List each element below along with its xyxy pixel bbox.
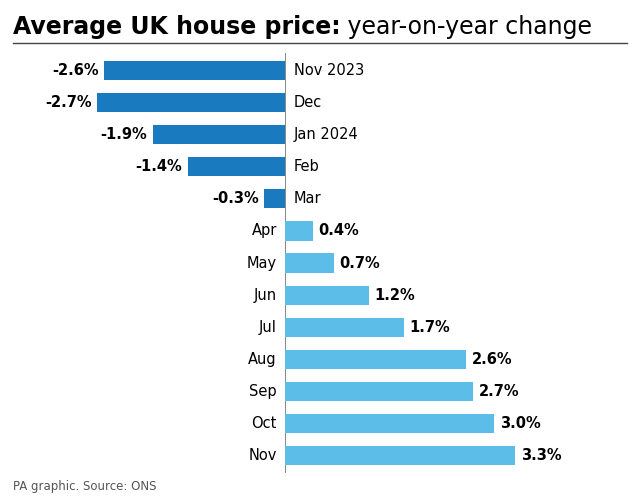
Text: -1.9%: -1.9% bbox=[100, 127, 147, 142]
Text: 0.4%: 0.4% bbox=[319, 223, 359, 238]
Text: 1.2%: 1.2% bbox=[374, 288, 415, 303]
Text: PA graphic. Source: ONS: PA graphic. Source: ONS bbox=[13, 480, 156, 493]
Text: Feb: Feb bbox=[294, 159, 319, 174]
Bar bbox=[285, 318, 404, 337]
Bar bbox=[104, 61, 285, 80]
Text: Dec: Dec bbox=[294, 95, 322, 110]
Bar bbox=[285, 382, 474, 401]
Text: Oct: Oct bbox=[252, 416, 276, 431]
Text: 2.6%: 2.6% bbox=[472, 352, 513, 367]
Text: May: May bbox=[246, 256, 276, 271]
Text: Nov 2023: Nov 2023 bbox=[294, 63, 364, 78]
Text: Jan 2024: Jan 2024 bbox=[294, 127, 358, 142]
Bar bbox=[153, 125, 285, 144]
Text: -0.3%: -0.3% bbox=[212, 191, 259, 206]
Bar bbox=[285, 446, 515, 465]
Text: -2.7%: -2.7% bbox=[45, 95, 92, 110]
Text: 3.3%: 3.3% bbox=[521, 448, 561, 463]
Text: Nov: Nov bbox=[248, 448, 276, 463]
Bar bbox=[97, 93, 285, 112]
Text: Sep: Sep bbox=[249, 384, 276, 399]
Bar bbox=[285, 221, 313, 240]
Bar bbox=[285, 414, 494, 433]
Text: Mar: Mar bbox=[294, 191, 321, 206]
Text: Apr: Apr bbox=[252, 223, 276, 238]
Bar bbox=[285, 286, 369, 305]
Text: 3.0%: 3.0% bbox=[500, 416, 541, 431]
Text: Jun: Jun bbox=[253, 288, 276, 303]
Text: 1.7%: 1.7% bbox=[409, 320, 450, 335]
Bar bbox=[264, 189, 285, 208]
Text: -2.6%: -2.6% bbox=[52, 63, 99, 78]
Bar bbox=[285, 254, 334, 273]
Text: year-on-year change: year-on-year change bbox=[340, 15, 593, 39]
Text: 2.7%: 2.7% bbox=[479, 384, 520, 399]
Text: Jul: Jul bbox=[259, 320, 276, 335]
Text: 0.7%: 0.7% bbox=[339, 256, 380, 271]
Text: Average UK house price:: Average UK house price: bbox=[13, 15, 340, 39]
Text: -1.4%: -1.4% bbox=[135, 159, 182, 174]
Bar bbox=[285, 350, 467, 369]
Text: Aug: Aug bbox=[248, 352, 276, 367]
Bar bbox=[188, 157, 285, 176]
